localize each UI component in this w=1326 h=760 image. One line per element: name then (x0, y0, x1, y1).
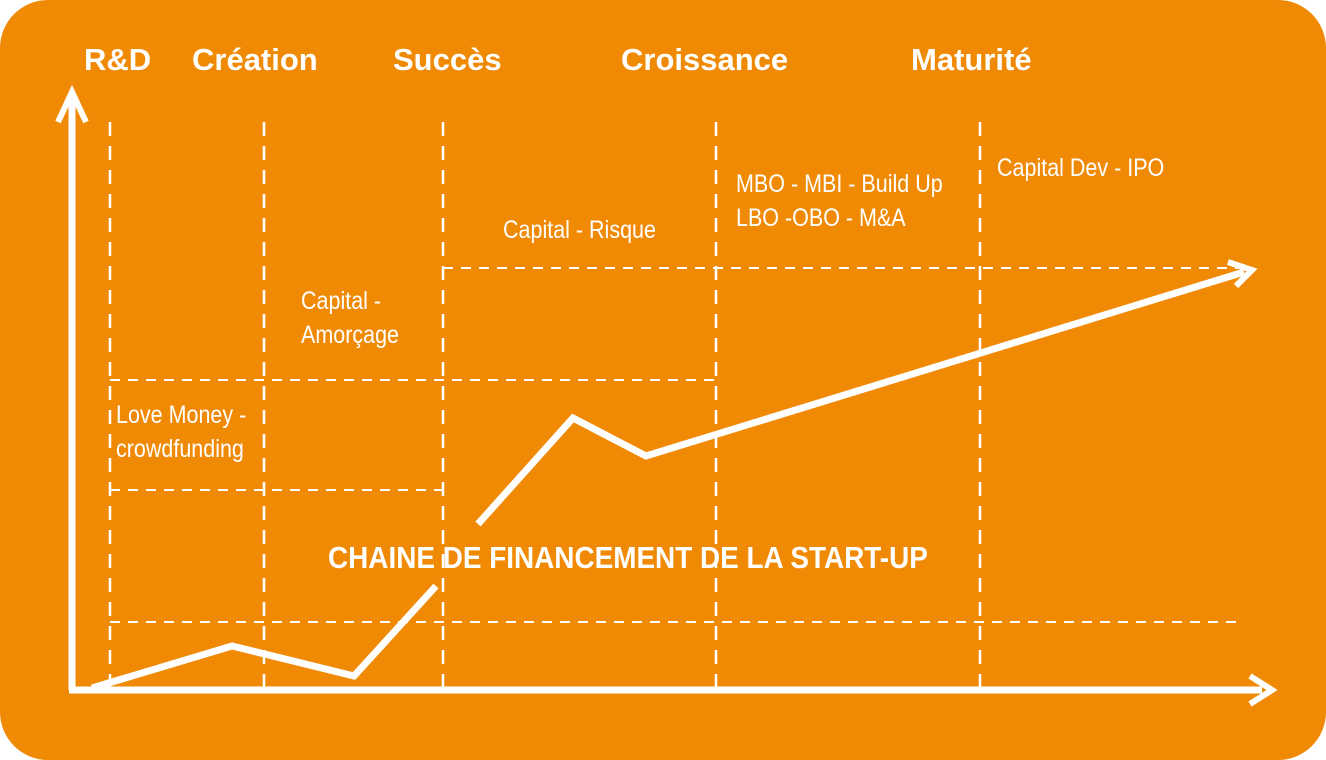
diagram-title: CHAINE DE FINANCEMENT DE LA START-UP (328, 540, 928, 575)
stage-label-creation: Création (192, 42, 318, 77)
financing-label-buyout: MBO - MBI - Build Up LBO -OBO - M&A (736, 170, 943, 232)
growth-curve (90, 583, 439, 692)
financing-label-dev-ipo: Capital Dev - IPO (997, 154, 1165, 182)
financing-label-love-money: Love Money - crowdfunding (116, 401, 247, 463)
stage-label-maturite: Maturité (911, 42, 1032, 77)
stage-label-croissance: Croissance (621, 42, 789, 77)
growth-curve-arrowhead (1227, 259, 1258, 289)
x-axis-arrowhead (1248, 673, 1278, 707)
stage-label-succes: Succès (393, 42, 502, 77)
y-axis-arrowhead (55, 84, 89, 124)
financing-label-amorcage: Capital - Amorçage (301, 287, 399, 349)
stage-label-rd: R&D (84, 42, 152, 77)
growth-curve-upper (475, 268, 1246, 527)
financing-label-capital-risque: Capital - Risque (503, 216, 656, 244)
